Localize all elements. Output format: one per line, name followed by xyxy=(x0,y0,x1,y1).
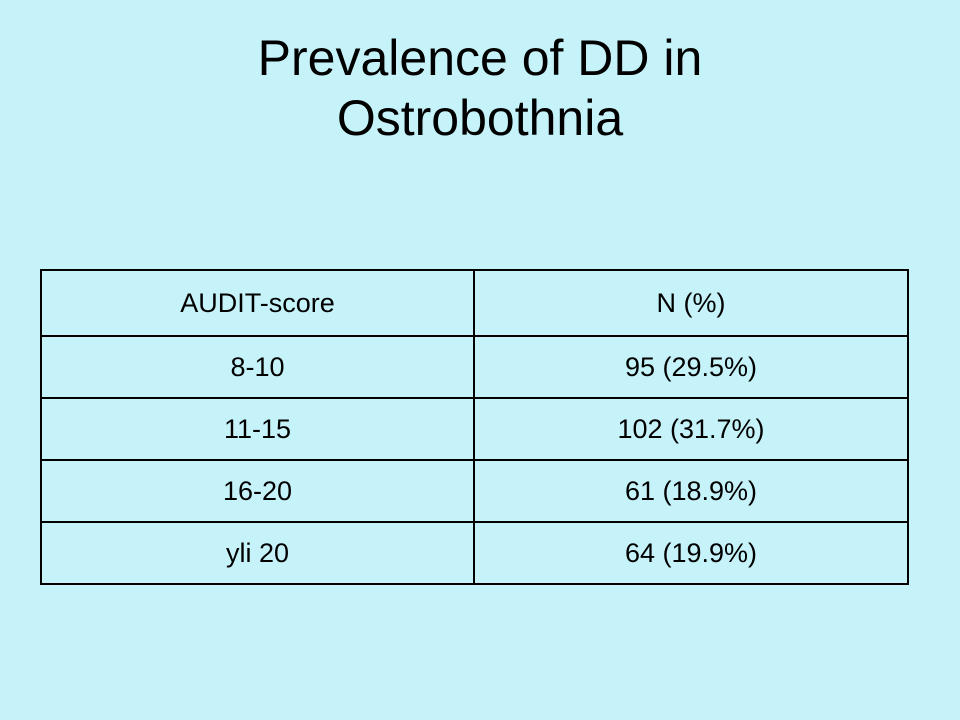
slide-title-line-1: Prevalence of DD in xyxy=(257,30,703,86)
cell-audit-score: 11-15 xyxy=(40,397,475,461)
prevalence-table: AUDIT-score N (%) 8-10 95 (29.5%) 11-15 … xyxy=(40,269,909,585)
table-row: 8-10 95 (29.5%) xyxy=(40,335,909,399)
table-row: 16-20 61 (18.9%) xyxy=(40,459,909,523)
cell-n-percent: 61 (18.9%) xyxy=(473,459,909,523)
cell-n-percent: 64 (19.9%) xyxy=(473,521,909,585)
slide-title-line-2: Ostrobothnia xyxy=(336,90,624,146)
slide-title: Prevalence of DD in Ostrobothnia xyxy=(0,28,960,148)
header-audit-score: AUDIT-score xyxy=(40,269,475,337)
table-row: yli 20 64 (19.9%) xyxy=(40,521,909,585)
cell-audit-score: 8-10 xyxy=(40,335,475,399)
header-n-percent: N (%) xyxy=(473,269,909,337)
table-row: 11-15 102 (31.7%) xyxy=(40,397,909,461)
cell-n-percent: 95 (29.5%) xyxy=(473,335,909,399)
cell-audit-score: yli 20 xyxy=(40,521,475,585)
cell-n-percent: 102 (31.7%) xyxy=(473,397,909,461)
cell-audit-score: 16-20 xyxy=(40,459,475,523)
table-header-row: AUDIT-score N (%) xyxy=(40,269,909,337)
